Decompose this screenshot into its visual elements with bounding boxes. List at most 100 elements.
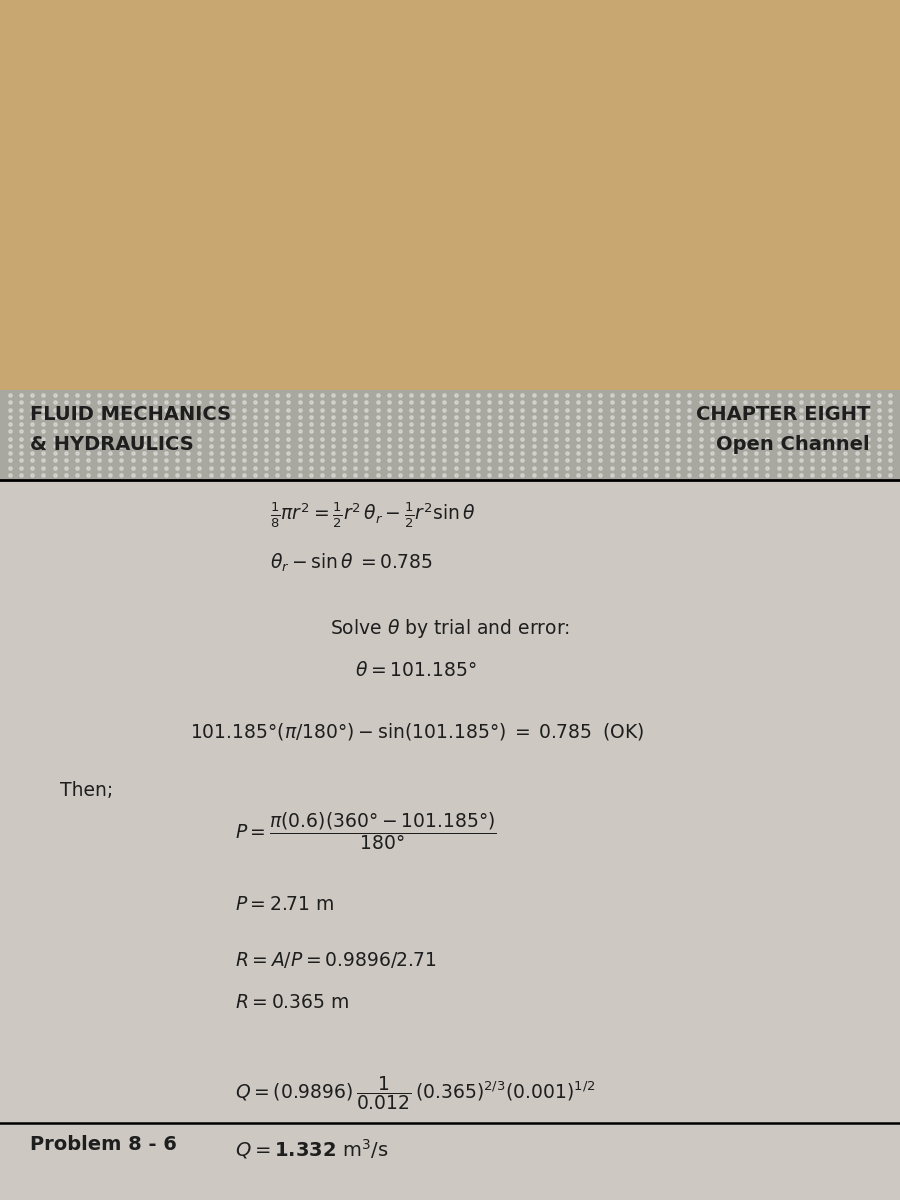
Point	[125, 458, 140, 478]
Point	[148, 451, 162, 470]
Point	[371, 458, 385, 478]
Point	[504, 407, 518, 426]
Point	[237, 421, 251, 440]
Point	[716, 400, 730, 419]
Point	[616, 430, 630, 449]
Point	[3, 458, 17, 478]
Point	[337, 385, 351, 404]
Point	[749, 421, 763, 440]
Point	[382, 400, 396, 419]
Point	[92, 414, 106, 433]
Point	[48, 385, 62, 404]
Point	[727, 421, 742, 440]
Point	[237, 444, 251, 463]
Point	[3, 407, 17, 426]
Point	[292, 421, 307, 440]
Point	[158, 392, 173, 412]
Point	[460, 400, 474, 419]
Point	[850, 458, 864, 478]
Point	[337, 466, 351, 485]
Point	[504, 444, 518, 463]
Point	[392, 451, 407, 470]
Point	[292, 392, 307, 412]
Point	[816, 458, 831, 478]
Point	[36, 414, 50, 433]
Point	[850, 451, 864, 470]
Point	[248, 414, 262, 433]
Point	[705, 458, 719, 478]
Point	[48, 458, 62, 478]
Point	[460, 430, 474, 449]
Point	[448, 385, 463, 404]
Point	[493, 437, 508, 456]
Point	[816, 437, 831, 456]
Point	[716, 451, 730, 470]
Point	[460, 451, 474, 470]
Point	[771, 414, 786, 433]
Point	[727, 466, 742, 485]
Point	[237, 451, 251, 470]
Point	[415, 430, 429, 449]
Point	[36, 444, 50, 463]
Text: $Q = (0.9896)\,\dfrac{1}{0.012}\,(0.365)^{2/3}(0.001)^{1/2}$: $Q = (0.9896)\,\dfrac{1}{0.012}\,(0.365)…	[235, 1074, 595, 1112]
Point	[716, 444, 730, 463]
Point	[526, 400, 541, 419]
Point	[582, 444, 597, 463]
Point	[448, 407, 463, 426]
Point	[81, 407, 95, 426]
Point	[471, 385, 485, 404]
Point	[660, 444, 674, 463]
Point	[526, 451, 541, 470]
Point	[248, 466, 262, 485]
Point	[14, 437, 28, 456]
Point	[69, 437, 84, 456]
Point	[794, 444, 808, 463]
Point	[504, 414, 518, 433]
Point	[36, 430, 50, 449]
Point	[181, 400, 195, 419]
Point	[3, 421, 17, 440]
Point	[727, 414, 742, 433]
Point	[114, 414, 129, 433]
Point	[593, 385, 608, 404]
Point	[805, 466, 819, 485]
Point	[448, 444, 463, 463]
Point	[426, 385, 440, 404]
Point	[170, 437, 184, 456]
Point	[371, 466, 385, 485]
Point	[549, 392, 563, 412]
Point	[593, 392, 608, 412]
Point	[504, 466, 518, 485]
Point	[850, 414, 864, 433]
Point	[616, 407, 630, 426]
Point	[25, 437, 40, 456]
Point	[460, 466, 474, 485]
Point	[860, 444, 875, 463]
Point	[148, 385, 162, 404]
Point	[493, 421, 508, 440]
Point	[760, 392, 775, 412]
Point	[92, 466, 106, 485]
Point	[315, 392, 329, 412]
Point	[560, 421, 574, 440]
Point	[214, 430, 229, 449]
Point	[649, 466, 663, 485]
Point	[560, 385, 574, 404]
Point	[36, 421, 50, 440]
Point	[460, 407, 474, 426]
Point	[315, 407, 329, 426]
Point	[794, 451, 808, 470]
Point	[515, 414, 529, 433]
Point	[460, 392, 474, 412]
Point	[626, 444, 641, 463]
Point	[326, 421, 340, 440]
Point	[705, 407, 719, 426]
Text: $R = A/P = 0.9896/2.71$: $R = A/P = 0.9896/2.71$	[235, 950, 436, 970]
Point	[860, 466, 875, 485]
Point	[92, 458, 106, 478]
Point	[371, 392, 385, 412]
Point	[214, 407, 229, 426]
Point	[560, 458, 574, 478]
Point	[727, 451, 742, 470]
Point	[170, 451, 184, 470]
